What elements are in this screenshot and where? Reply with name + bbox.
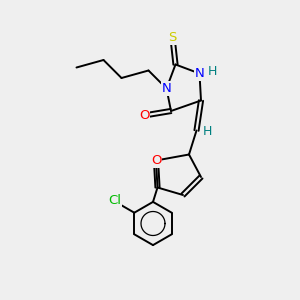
Text: N: N — [162, 82, 171, 95]
Text: Cl: Cl — [108, 194, 121, 207]
Text: S: S — [168, 31, 177, 44]
Text: H: H — [203, 125, 213, 139]
Text: H: H — [207, 64, 217, 78]
Text: N: N — [195, 67, 204, 80]
Text: O: O — [139, 109, 149, 122]
Text: O: O — [151, 154, 161, 167]
